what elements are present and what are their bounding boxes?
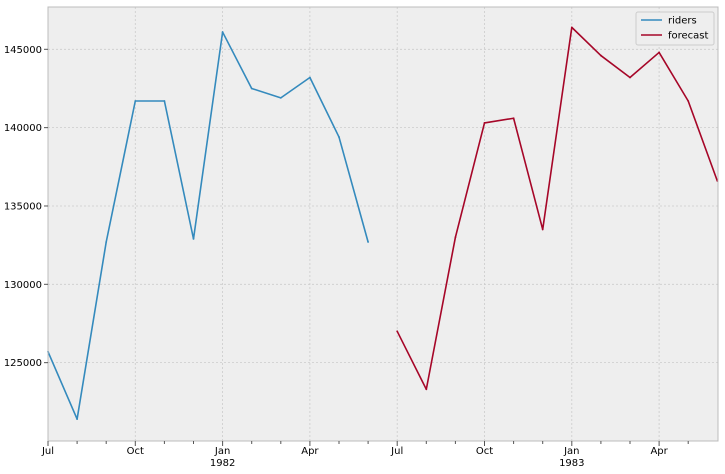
series-lines (47, 26, 719, 420)
x-tick-label: Jan (214, 446, 230, 457)
gridlines (47, 7, 718, 441)
x-tick-label: Jan (563, 446, 579, 457)
data-point-forecast (483, 122, 486, 124)
y-tick-label: 145000 (4, 45, 42, 56)
data-point-riders (338, 136, 340, 138)
data-point-riders (134, 100, 137, 102)
data-point-riders (309, 76, 311, 79)
data-point-riders (279, 96, 282, 99)
data-point-riders (76, 418, 78, 420)
data-point-forecast (541, 228, 544, 231)
y-tick-label: 135000 (4, 201, 42, 212)
y-tick-label: 125000 (4, 358, 42, 369)
x-tick-year-label: 1983 (559, 458, 584, 469)
plot-frame (47, 6, 719, 442)
x-tick-label: Jul (41, 446, 54, 457)
data-point-forecast (658, 51, 660, 54)
data-point-forecast (425, 388, 428, 391)
legend-label-forecast: forecast (668, 31, 709, 42)
y-tick-label: 130000 (4, 280, 42, 291)
y-axis: 125000 130000 135000 140000 145000 (4, 45, 48, 369)
legend: riders forecast (635, 11, 715, 46)
x-tick-label: Jul (390, 446, 403, 457)
data-point-forecast (687, 100, 690, 102)
x-tick-label: Apr (650, 446, 668, 457)
x-tick-year-label: 1982 (210, 458, 235, 469)
data-point-forecast (396, 330, 399, 333)
data-point-forecast (600, 54, 602, 57)
data-point-riders (250, 87, 253, 90)
y-tick-label: 140000 (4, 123, 42, 134)
data-point-riders (105, 241, 108, 243)
data-point-riders (221, 31, 224, 33)
series-line-riders (47, 31, 369, 420)
data-point-riders (163, 100, 166, 102)
legend-label-riders: riders (668, 16, 697, 27)
data-point-forecast (629, 76, 631, 79)
series-line-forecast (396, 26, 719, 391)
data-point-forecast (512, 117, 515, 120)
data-point-riders (367, 241, 369, 243)
plot-background (48, 7, 718, 441)
x-tick-label: Oct (127, 446, 144, 457)
x-tick-label: Oct (476, 446, 493, 457)
x-tick-label: Apr (301, 446, 319, 457)
data-point-riders (192, 237, 195, 240)
data-point-forecast (570, 26, 573, 29)
data-point-forecast (454, 236, 457, 239)
